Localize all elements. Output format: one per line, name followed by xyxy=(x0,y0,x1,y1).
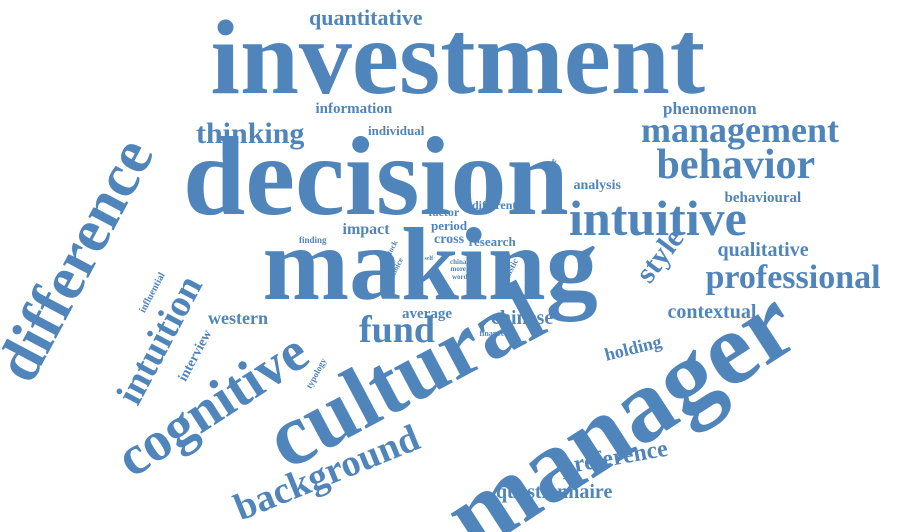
word-questionnaire: questionnaire xyxy=(496,481,613,503)
word-average: average xyxy=(402,305,452,322)
word-thinking: thinking xyxy=(196,117,305,150)
word-western: western xyxy=(208,308,268,328)
word-more: more xyxy=(450,264,466,273)
word-finding: finding xyxy=(299,234,327,245)
word-self: self xyxy=(424,256,434,262)
word-making: making xyxy=(262,207,598,322)
word-contextual: contextual xyxy=(667,301,757,323)
word-decision: decision xyxy=(183,115,569,239)
word-period: period xyxy=(431,217,468,233)
word-different: different xyxy=(472,198,517,212)
word-management: management xyxy=(641,110,839,150)
word-china: china xyxy=(450,257,467,266)
word-qualitative: qualitative xyxy=(717,239,809,261)
word-word: word xyxy=(452,272,468,281)
word-research: research xyxy=(468,233,516,249)
word-cross: cross xyxy=(434,232,465,247)
word-fund: fund xyxy=(359,309,436,351)
word-investment: investment xyxy=(210,0,706,116)
word-behavior: behavior xyxy=(656,142,816,188)
word-information: information xyxy=(315,100,393,117)
word-phenomenon: phenomenon xyxy=(663,98,757,118)
word-professional: professional xyxy=(705,259,881,296)
word-individual: individual xyxy=(368,122,425,138)
word-impact: impact xyxy=(342,221,390,238)
word-chinese: chinese xyxy=(491,307,554,329)
word-analysis: analysis xyxy=(573,178,621,193)
word-factor: factor xyxy=(428,205,460,219)
word-finance: finance xyxy=(479,329,505,338)
word-behavioural: behavioural xyxy=(724,189,802,206)
word-quantitative: quantitative xyxy=(309,5,423,30)
word-intuitive: intuitive xyxy=(569,190,747,246)
